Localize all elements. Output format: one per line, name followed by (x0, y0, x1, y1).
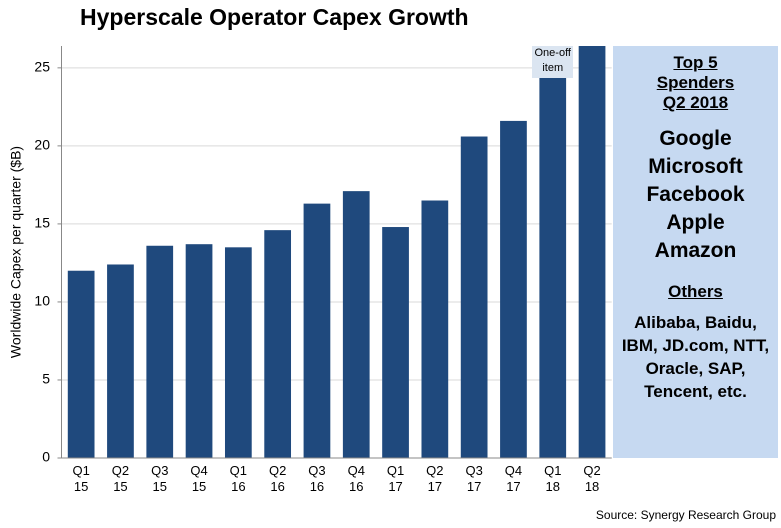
panel-heading: Top 5 Spenders Q2 2018 (656, 53, 735, 112)
y-axis-label: Worldwide Capex per quarter ($B) (8, 146, 24, 358)
bar (382, 227, 409, 458)
bar (578, 46, 606, 458)
x-tick-label: Q2 18 (583, 463, 601, 494)
bar (421, 200, 449, 458)
side-panel: Top 5 Spenders Q2 2018 Google Microsoft Fa… (613, 46, 778, 458)
bar (264, 230, 292, 458)
x-tick-label: Q2 16 (268, 463, 287, 494)
annotation: One-off item (532, 46, 574, 78)
top5-item: Apple (666, 211, 725, 234)
y-tick-label: 25 (34, 59, 50, 75)
x-tick-label: Q4 17 (504, 463, 523, 494)
bar (185, 244, 213, 458)
bar (146, 245, 174, 458)
x-tick-label: Q3 16 (308, 463, 326, 494)
x-tick-label: Q1 15 (72, 463, 90, 494)
x-tick-label: Q2 17 (426, 463, 444, 494)
bar (460, 136, 488, 459)
bar (342, 191, 370, 459)
top5-item: Microsoft (648, 155, 743, 178)
y-tick-label: 20 (34, 137, 50, 153)
x-tick-label: Q3 15 (151, 463, 169, 494)
x-tick-label: Q2 15 (111, 463, 130, 494)
top5-item: Facebook (646, 183, 745, 206)
chart-title: Hyperscale Operator Capex Growth (80, 4, 469, 30)
top5-list: Google Microsoft Facebook Apple Amazon (613, 125, 778, 265)
bar (303, 203, 331, 458)
others-list: Alibaba, Baidu, IBM, JD.com, NTT, Oracle… (621, 313, 770, 401)
x-tick-label: Q1 18 (544, 463, 562, 494)
source: Source: Synergy Research Group (596, 508, 776, 522)
bar (500, 120, 527, 458)
bar (107, 264, 134, 458)
y-tick-label: 5 (42, 371, 50, 387)
y-tick-label: 10 (34, 293, 50, 309)
top5-item: Amazon (654, 239, 737, 262)
others-heading: Others (668, 282, 723, 301)
y-tick-label: 15 (34, 215, 50, 231)
bar (224, 247, 252, 458)
bar (539, 46, 567, 458)
bar (67, 270, 95, 458)
x-tick-label: Q4 15 (190, 463, 208, 494)
x-tick-label: Q1 16 (229, 463, 248, 494)
x-tick-label: Q3 17 (465, 463, 483, 494)
top5-item: Google (659, 127, 732, 150)
x-tick-label: Q4 16 (347, 463, 365, 494)
y-tick-label: 0 (42, 449, 50, 465)
x-tick-label: Q1 17 (386, 463, 405, 494)
